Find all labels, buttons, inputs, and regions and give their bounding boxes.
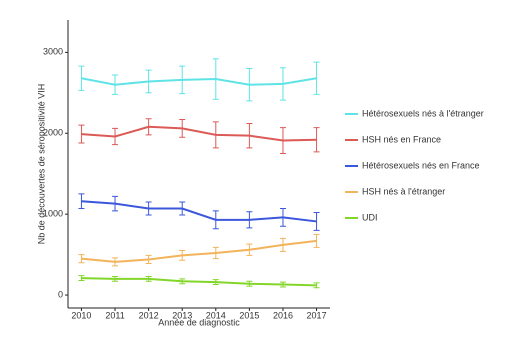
y-tick-label: 3000	[43, 47, 63, 57]
y-tick-label: 1000	[43, 209, 63, 219]
x-tick-label: 2013	[172, 310, 192, 320]
series-line	[81, 200, 317, 223]
series-line	[81, 277, 317, 287]
legend-label: HSH nés en France	[362, 134, 441, 144]
x-tick-label: 2016	[273, 310, 293, 320]
x-tick-label: 2011	[105, 310, 124, 320]
y-axis-label: Nb de découvertes de séropositivité VIH	[36, 84, 46, 245]
legend-label: HSH nés à l'étranger	[362, 186, 445, 196]
x-tick-label: 2015	[239, 310, 259, 320]
y-tick-label: 2000	[43, 128, 63, 138]
error-bar	[78, 275, 85, 281]
x-tick-label: 2017	[307, 310, 327, 320]
series-line	[81, 77, 317, 86]
series-line	[81, 239, 317, 263]
y-tick-label: 0	[58, 289, 63, 299]
x-tick-label: 2012	[139, 310, 159, 320]
x-tick-label: 2010	[71, 310, 91, 320]
legend-label: Hétérosexuels nés en France	[362, 160, 480, 170]
series-line	[81, 125, 317, 142]
legend-label: UDI	[362, 212, 378, 222]
legend-label: Hétérosexuels nés à l'étranger	[362, 108, 484, 118]
x-axis-label: Année de diagnostic	[158, 317, 240, 327]
x-tick-label: 2014	[206, 310, 226, 320]
